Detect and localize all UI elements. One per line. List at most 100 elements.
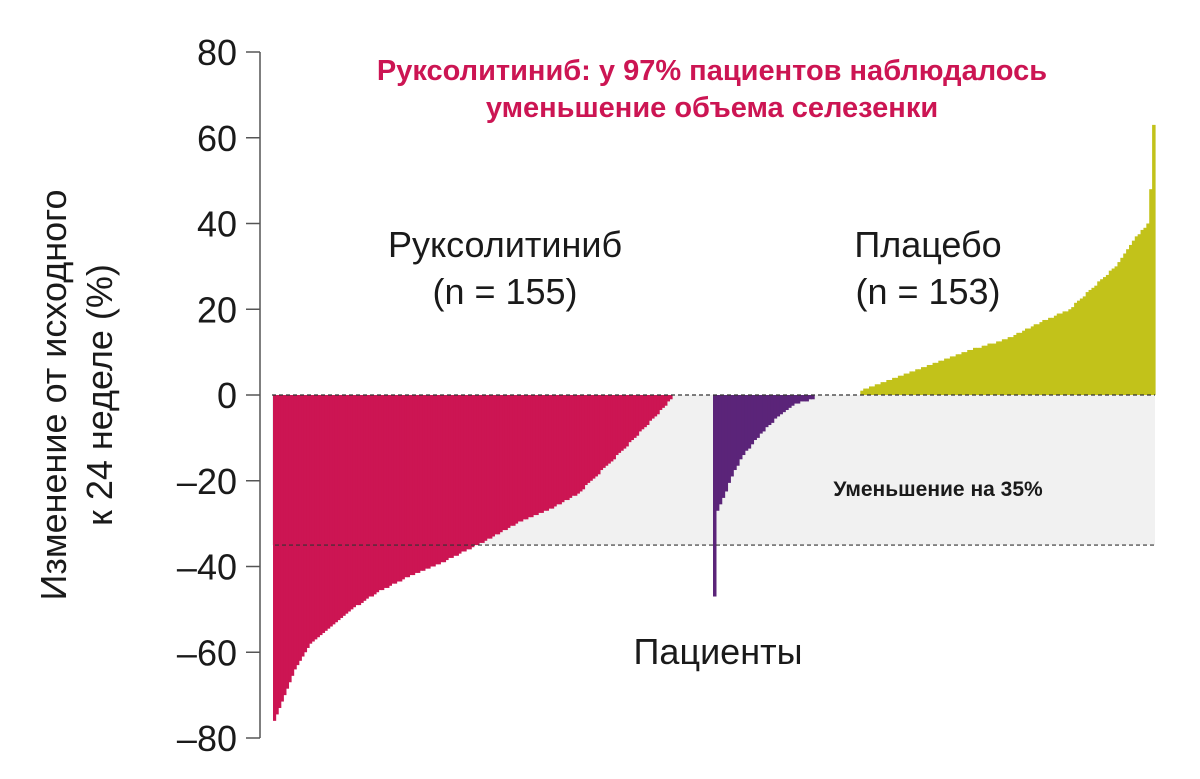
bar-placebo-positive	[1016, 332, 1020, 395]
series-ruxolitinib	[273, 395, 673, 721]
bar-placebo-positive	[944, 358, 948, 395]
bar-placebo-positive	[947, 358, 951, 395]
bar-placebo-positive	[869, 386, 873, 395]
series-label-ruxolitinib: Руксолитиниб	[388, 224, 622, 265]
bar-ruxolitinib	[520, 395, 524, 522]
bar-placebo-positive	[996, 341, 1000, 395]
bar-placebo-negative	[782, 395, 786, 413]
bar-ruxolitinib	[653, 395, 658, 417]
series-n-placebo: (n = 153)	[855, 271, 1000, 312]
bar-placebo-negative	[753, 395, 757, 441]
bar-ruxolitinib	[303, 395, 308, 653]
bar-ruxolitinib	[324, 395, 328, 631]
bar-placebo-positive	[1108, 270, 1113, 395]
bar-placebo-negative	[759, 395, 763, 434]
bar-placebo-positive	[900, 375, 905, 395]
bar-placebo-positive	[1033, 324, 1038, 395]
bar-placebo-positive	[990, 343, 994, 395]
bar-ruxolitinib	[489, 395, 493, 539]
bar-ruxolitinib	[427, 395, 431, 569]
bar-placebo-positive	[1053, 315, 1058, 395]
bar-placebo-positive	[1091, 287, 1095, 395]
chart-title-line-1: Руксолитиниб: у 97% пациентов наблюдалос…	[377, 55, 1047, 87]
bar-ruxolitinib	[435, 395, 439, 565]
bar-ruxolitinib	[448, 395, 452, 558]
bar-placebo-positive	[1126, 249, 1130, 395]
bar-placebo-positive	[1103, 277, 1107, 395]
bar-placebo-positive	[929, 364, 934, 395]
bar-placebo-positive	[915, 369, 919, 395]
bar-ruxolitinib	[630, 395, 634, 441]
bar-placebo-positive	[1048, 317, 1052, 395]
bar-ruxolitinib	[453, 395, 457, 556]
bar-ruxolitinib	[370, 395, 374, 597]
bar-placebo-positive	[993, 343, 997, 395]
series-n-ruxolitinib: (n = 155)	[432, 271, 577, 312]
bar-placebo-positive	[926, 364, 931, 395]
bar-ruxolitinib	[293, 395, 297, 670]
bar-placebo-negative	[744, 395, 749, 451]
bar-ruxolitinib	[412, 395, 416, 576]
bar-ruxolitinib	[548, 395, 552, 509]
bar-placebo-positive	[949, 356, 954, 395]
bar-placebo-positive	[1140, 229, 1145, 395]
bar-ruxolitinib	[432, 395, 436, 567]
bar-placebo-positive	[918, 369, 922, 395]
bar-ruxolitinib	[365, 395, 369, 599]
bar-placebo-positive	[958, 354, 963, 395]
bars-layer	[273, 124, 1156, 721]
bar-ruxolitinib	[638, 395, 642, 432]
bar-ruxolitinib	[468, 395, 472, 550]
bar-ruxolitinib	[602, 395, 606, 468]
bar-ruxolitinib	[393, 395, 398, 584]
bar-placebo-positive	[1137, 234, 1142, 395]
bar-ruxolitinib	[633, 395, 637, 438]
bar-ruxolitinib	[617, 395, 622, 453]
bar-placebo-positive	[906, 373, 911, 395]
bar-placebo-positive	[1114, 266, 1119, 396]
bar-ruxolitinib	[471, 395, 475, 548]
bar-ruxolitinib	[628, 395, 632, 443]
reference-lines-layer	[272, 394, 1155, 546]
bar-placebo-positive	[1111, 268, 1116, 395]
bar-placebo-positive	[892, 377, 896, 395]
bar-placebo-negative	[727, 395, 731, 483]
bar-ruxolitinib	[430, 395, 434, 567]
bar-ruxolitinib	[579, 395, 583, 492]
y-tick-label: 20	[197, 289, 237, 330]
bar-placebo-positive	[1079, 298, 1084, 395]
bar-placebo-positive	[889, 379, 893, 395]
bar-placebo-positive	[863, 388, 867, 395]
bar-ruxolitinib	[373, 395, 377, 595]
bar-ruxolitinib	[574, 395, 578, 496]
bar-ruxolitinib	[417, 395, 421, 573]
bar-placebo-positive	[1088, 289, 1093, 395]
bar-ruxolitinib	[311, 395, 315, 642]
bar-placebo-positive	[1025, 328, 1029, 395]
y-axis-title: Изменение от исходного к 24 неделе (%)	[33, 190, 120, 601]
bar-placebo-positive	[1065, 311, 1069, 395]
bar-ruxolitinib	[352, 395, 356, 608]
bar-ruxolitinib	[401, 395, 405, 580]
bar-ruxolitinib	[507, 395, 511, 528]
bar-ruxolitinib	[517, 395, 521, 522]
bar-ruxolitinib	[494, 395, 498, 535]
bar-placebo-positive	[935, 362, 939, 395]
bar-placebo-positive	[883, 382, 887, 395]
bar-placebo-positive	[981, 345, 986, 395]
bar-ruxolitinib	[280, 395, 284, 702]
bar-ruxolitinib	[545, 395, 550, 511]
bar-placebo-negative	[802, 395, 807, 402]
bar-ruxolitinib	[571, 395, 575, 496]
bar-placebo-positive	[1039, 322, 1043, 395]
bar-placebo-positive	[1059, 313, 1064, 395]
bar-ruxolitinib	[530, 395, 534, 518]
bar-placebo-positive	[1146, 223, 1150, 395]
bar-ruxolitinib	[610, 395, 614, 462]
bar-ruxolitinib	[641, 395, 645, 430]
bar-placebo-negative	[805, 395, 809, 402]
bar-ruxolitinib	[584, 395, 588, 486]
bar-ruxolitinib	[504, 395, 508, 531]
bar-placebo-positive	[1143, 227, 1147, 395]
bar-placebo-negative	[741, 395, 746, 456]
